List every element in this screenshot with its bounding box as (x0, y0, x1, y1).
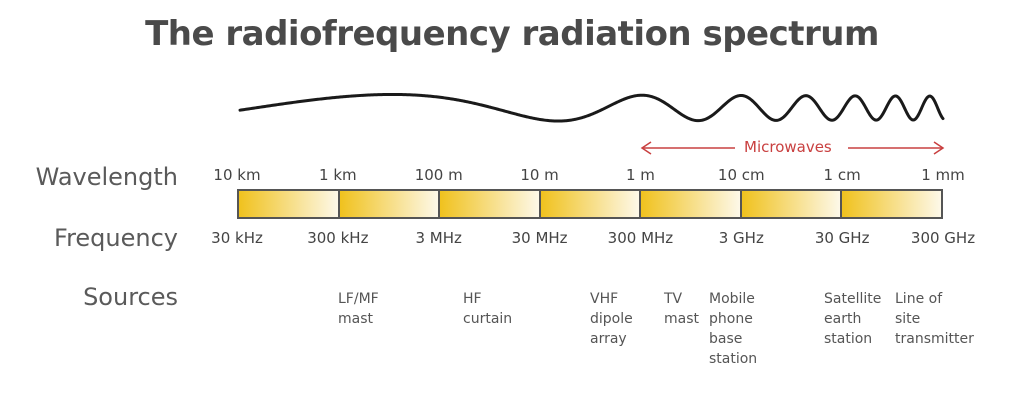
frequency-tick-label: 300 kHz (307, 229, 369, 247)
source-line: TV (664, 291, 683, 307)
source-line: LF/MF (338, 291, 379, 307)
frequency-tick-label: 300 GHz (910, 229, 976, 247)
source-line: VHF (590, 291, 619, 307)
microwaves-arrow (640, 141, 945, 155)
source-line: Satellite (824, 291, 882, 307)
microwaves-arrowhead-left (640, 141, 652, 155)
frequency-tick-label: 3 MHz (415, 229, 462, 247)
spectrum-band (237, 189, 943, 219)
wavelength-row-label: Wavelength (35, 163, 178, 191)
band-segment (440, 191, 541, 217)
source-item: VHF dipole array (590, 289, 633, 349)
source-line: dipole (590, 311, 633, 327)
source-item: TV mast (664, 289, 699, 329)
sources-row-label: Sources (83, 283, 178, 311)
source-line: mast (338, 311, 373, 327)
source-item: HF curtain (463, 289, 512, 329)
source-item: Mobile phone base station (709, 289, 757, 369)
band-segment (641, 191, 742, 217)
band-segment (540, 191, 642, 217)
source-line: array (590, 331, 627, 347)
source-line: Line of (895, 291, 943, 307)
source-line: mast (664, 311, 699, 327)
source-item: LF/MF mast (338, 289, 379, 329)
source-line: transmitter (895, 331, 974, 347)
band-segment (741, 191, 843, 217)
source-line: base (709, 331, 743, 347)
frequency-tick-label: 30 GHz (814, 229, 870, 247)
source-line: Mobile (709, 291, 755, 307)
source-line: earth (824, 311, 862, 327)
source-line: station (824, 331, 873, 347)
microwaves-arrowhead-right (933, 141, 945, 155)
source-line: phone (709, 311, 753, 327)
wavelength-tick-label: 10 cm (717, 166, 765, 184)
band-segment (842, 191, 942, 217)
band-segment (239, 191, 340, 217)
source-line: site (895, 311, 921, 327)
band-segment (339, 191, 441, 217)
frequency-tick-label: 3 GHz (718, 229, 764, 247)
frequency-tick-label: 300 MHz (607, 229, 674, 247)
wavelength-tick-label: 1 m (625, 166, 655, 184)
wavelength-tick-label: 10 km (213, 166, 261, 184)
wavelength-tick-label: 1 cm (823, 166, 861, 184)
wave-line (238, 92, 945, 123)
frequency-tick-label: 30 MHz (511, 229, 568, 247)
source-line: HF (463, 291, 482, 307)
wavelength-tick-label: 1 mm (921, 166, 965, 184)
wavelength-tick-label: 10 m (520, 166, 559, 184)
source-line: curtain (463, 311, 513, 327)
page-title: The radiofrequency radiation spectrum (145, 14, 879, 54)
source-line: station (709, 351, 758, 367)
wavelength-tick-label: 1 km (319, 166, 357, 184)
frequency-row-label: Frequency (54, 224, 178, 252)
frequency-tick-label: 30 kHz (211, 229, 263, 247)
wavelength-tick-label: 100 m (414, 166, 463, 184)
microwaves-label: Microwaves (744, 138, 832, 156)
source-item: Satellite earth station (824, 289, 881, 349)
source-item: Line of site transmitter (895, 289, 974, 349)
